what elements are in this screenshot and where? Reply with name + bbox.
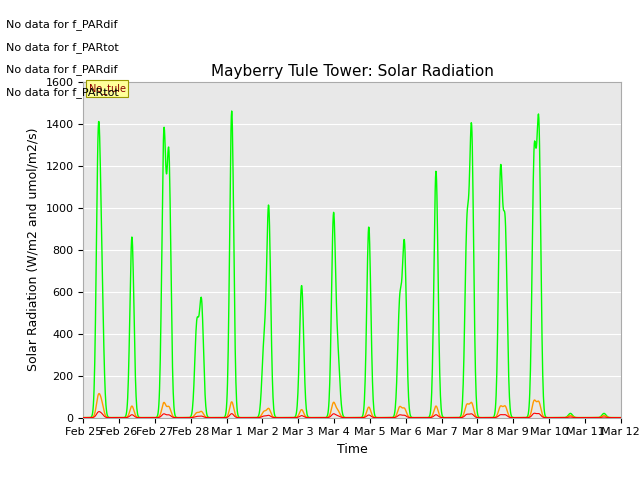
Text: No data for f_PARtot: No data for f_PARtot [6,87,119,98]
Text: No_tule: No_tule [88,84,125,94]
Text: No data for f_PARtot: No data for f_PARtot [6,42,119,53]
Title: Mayberry Tule Tower: Solar Radiation: Mayberry Tule Tower: Solar Radiation [211,64,493,79]
Text: No data for f_PARdif: No data for f_PARdif [6,64,118,75]
Text: No data for f_PARdif: No data for f_PARdif [6,19,118,30]
Y-axis label: Solar Radiation (W/m2 and umol/m2/s): Solar Radiation (W/m2 and umol/m2/s) [27,128,40,372]
X-axis label: Time: Time [337,443,367,456]
